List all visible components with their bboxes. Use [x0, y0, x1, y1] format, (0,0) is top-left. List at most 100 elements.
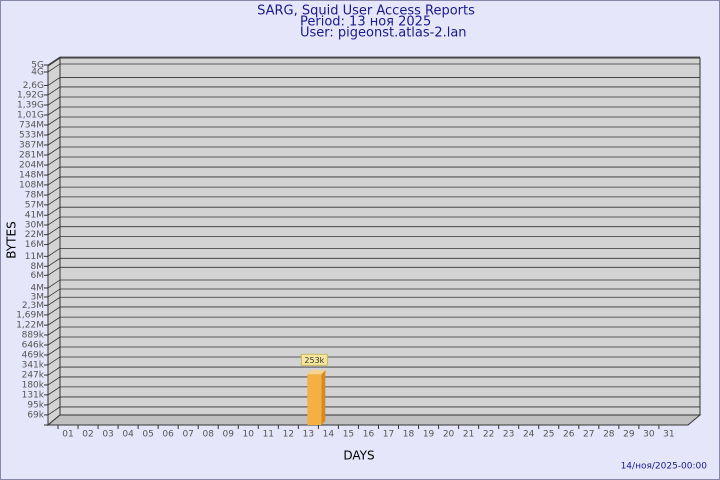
- y-tick-label: 281M: [19, 151, 44, 161]
- y-tick-label: 95k: [27, 400, 44, 410]
- grid-line: [47, 96, 700, 106]
- grid-line: [47, 206, 700, 216]
- y-tick-label: 204M: [19, 161, 44, 171]
- x-tick-label: 10: [243, 430, 255, 440]
- y-tick-label: 1,92G: [17, 90, 44, 100]
- plot-floor: [46, 414, 702, 426]
- x-tick-label: 05: [142, 430, 153, 440]
- y-tick-label: 469k: [22, 351, 45, 361]
- grid-line: [47, 186, 700, 196]
- x-tick-label: 30: [643, 430, 655, 440]
- y-tick-label: 4G: [31, 67, 44, 77]
- grid-line: [47, 146, 700, 156]
- grid-line: [47, 316, 700, 326]
- bar-side: [321, 370, 326, 425]
- x-tick-label: 13: [303, 430, 314, 440]
- y-tick-label: 1,39G: [17, 101, 44, 111]
- grid-line: [47, 216, 700, 226]
- x-tick-label: 29: [623, 430, 635, 440]
- y-tick-label: 341k: [22, 360, 45, 370]
- grid-line: [47, 356, 700, 366]
- y-tick-label: 1,01G: [17, 111, 44, 121]
- x-tick-label: 16: [363, 430, 375, 440]
- grid-line: [47, 366, 700, 376]
- grid-line: [47, 196, 700, 206]
- grid-line: [47, 266, 700, 276]
- grid-line: [47, 326, 700, 336]
- grid-line: [47, 396, 700, 406]
- y-tick-label: 16M: [25, 240, 44, 250]
- x-tick-label: 21: [463, 430, 474, 440]
- x-tick-label: 18: [403, 430, 415, 440]
- plot-wall: [47, 57, 61, 427]
- y-tick-label: 22M: [25, 230, 44, 240]
- grid-line: [47, 106, 700, 116]
- grid-line: [47, 288, 700, 298]
- grid-line: [47, 336, 700, 346]
- grid-line: [47, 226, 700, 236]
- y-tick-label: 30M: [25, 220, 44, 230]
- x-tick-label: 27: [583, 430, 594, 440]
- y-tick-label: 78M: [25, 191, 44, 201]
- chart-subtitle: Period: 13 ноя 2025: [300, 15, 431, 30]
- x-tick-label: 12: [283, 430, 294, 440]
- grid-line: [47, 236, 700, 245]
- grid-line: [47, 176, 700, 186]
- y-tick-label: 4M: [31, 283, 45, 293]
- x-tick-label: 07: [182, 430, 193, 440]
- x-tick-label: 31: [663, 430, 674, 440]
- x-tick-label: 14: [323, 430, 335, 440]
- y-tick-label: 11M: [25, 252, 44, 262]
- y-tick-label: 387M: [19, 141, 44, 151]
- grid-line: [47, 166, 700, 176]
- footer: 14/ноя/2025-00:00: [621, 462, 708, 472]
- x-tick-label: 11: [263, 430, 274, 440]
- x-tick-label: 17: [383, 430, 394, 440]
- y-tick-label: 180k: [22, 380, 45, 390]
- y-tick-label: 2,3M: [22, 301, 44, 311]
- grid-line: [47, 126, 700, 136]
- x-tick-label: 01: [62, 430, 73, 440]
- y-tick-label: 148M: [19, 171, 44, 181]
- grid-line: [47, 386, 700, 396]
- y-tick-label: 8M: [31, 262, 45, 272]
- y-tick-label: 247k: [22, 371, 45, 381]
- x-tick-label: 15: [343, 430, 354, 440]
- y-tick-label: 57M: [25, 200, 44, 210]
- grid-line: [47, 346, 700, 356]
- grid-line: [47, 156, 700, 166]
- x-tick-label: 23: [503, 430, 514, 440]
- y-tick-label: 69k: [27, 410, 44, 420]
- x-tick-label: 06: [162, 430, 174, 440]
- grid-line: [47, 56, 700, 66]
- chart-title: SARG, Squid User Access Reports: [257, 4, 475, 19]
- grid-line: [47, 136, 700, 146]
- bar-top: [307, 370, 326, 375]
- grid-line: [47, 306, 700, 316]
- grid-line: [47, 296, 700, 306]
- y-tick-label: 1,69M: [16, 310, 44, 320]
- x-tick-label: 02: [82, 430, 93, 440]
- y-tick-label: 533M: [19, 131, 44, 141]
- x-tick-label: 09: [223, 430, 235, 440]
- y-tick-label: 131k: [22, 390, 45, 400]
- y-tick-label: 2,6G: [23, 81, 44, 91]
- y-tick-label: 646k: [22, 340, 45, 350]
- grid-line: [47, 279, 700, 289]
- grid-line: [47, 86, 700, 96]
- value-label: 253k: [304, 356, 324, 365]
- y-tick-label: 108M: [19, 180, 44, 190]
- grid-line: [47, 376, 700, 386]
- x-tick-label: 22: [483, 430, 494, 440]
- x-tick-label: 04: [122, 430, 134, 440]
- grid-line: [47, 247, 700, 257]
- x-tick-label: 28: [603, 430, 615, 440]
- x-tick-label: 19: [423, 430, 435, 440]
- y-tick-label: 5G: [31, 61, 44, 71]
- x-tick-label: 20: [443, 430, 455, 440]
- y-axis-label: BYTES: [5, 221, 19, 258]
- grid-line: [47, 63, 700, 73]
- y-tick-label: 734M: [19, 120, 44, 130]
- grid-line: [47, 116, 700, 126]
